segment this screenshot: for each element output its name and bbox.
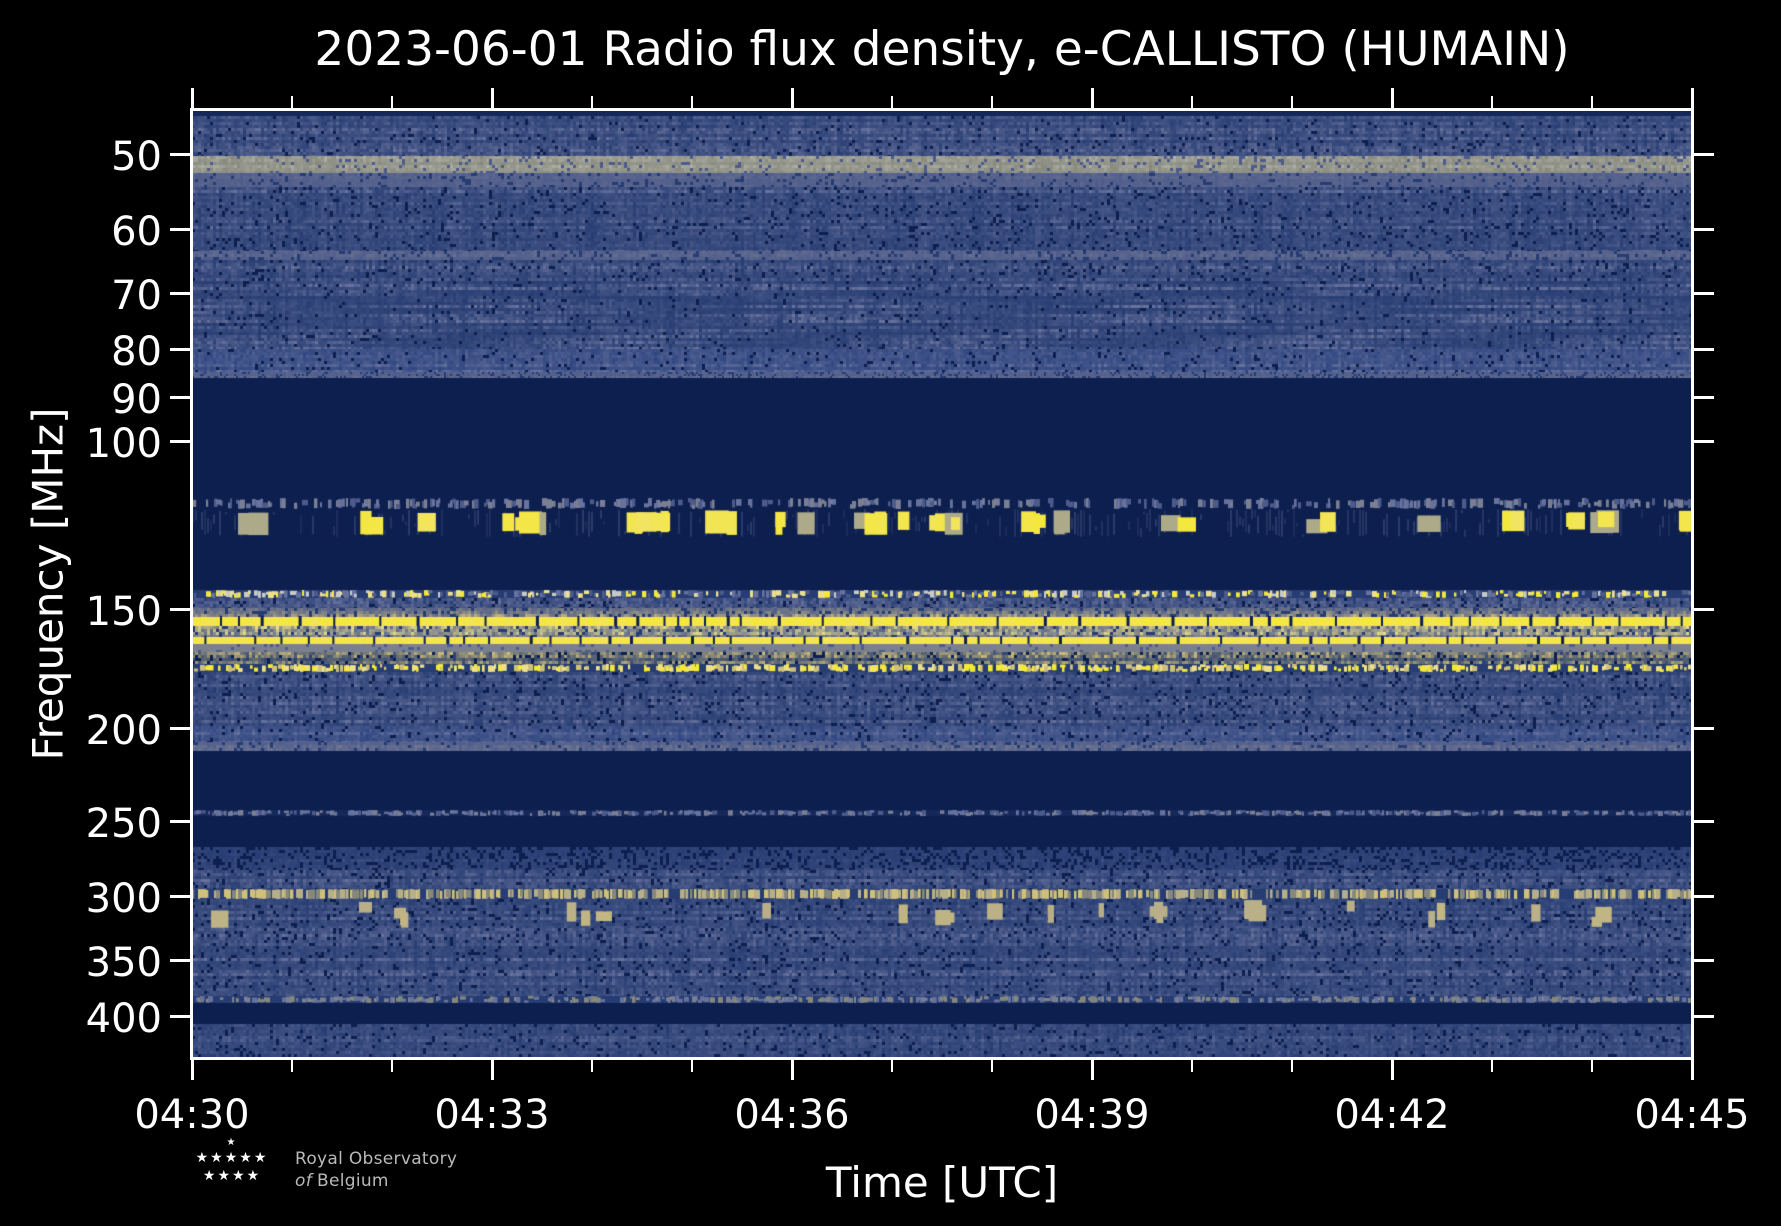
y-tick <box>1694 395 1714 399</box>
y-tick <box>1694 347 1714 351</box>
x-tick <box>291 1060 293 1072</box>
x-tick <box>991 1060 993 1072</box>
logo-star-row: ★ <box>227 1136 236 1149</box>
x-tick <box>691 1060 693 1072</box>
y-tick-label: 100 <box>85 421 162 467</box>
logo-text: Royal Observatory of Belgium <box>295 1148 457 1192</box>
star-icon: ★ <box>246 1168 260 1184</box>
y-tick <box>1694 152 1714 156</box>
logo-line2-rest: Belgium <box>317 1171 389 1192</box>
x-tick <box>1690 1060 1694 1080</box>
y-tick <box>170 726 190 730</box>
logo-stars: ★ ★ ★ ★ ★ ★ ★ ★ ★ ★ <box>183 1136 279 1185</box>
x-tick <box>891 96 893 108</box>
y-tick-label: 250 <box>85 801 162 847</box>
y-tick-label: 80 <box>111 329 162 375</box>
x-tick <box>1090 1060 1094 1080</box>
logo-star-row: ★ ★ ★ ★ ★ <box>196 1149 267 1167</box>
y-tick <box>1694 958 1714 962</box>
y-tick-label: 90 <box>111 377 162 423</box>
x-tick <box>891 1060 893 1072</box>
star-icon: ★ <box>224 1150 238 1166</box>
x-tick <box>1690 88 1694 108</box>
y-tick <box>1694 227 1714 231</box>
y-tick <box>170 347 190 351</box>
x-tick <box>1390 1060 1394 1080</box>
x-tick-label: 04:42 <box>1334 1092 1450 1138</box>
y-tick-label: 400 <box>85 996 162 1042</box>
y-tick <box>170 227 190 231</box>
x-tick <box>391 1060 393 1072</box>
x-tick <box>1591 1060 1593 1072</box>
y-tick <box>1694 607 1714 611</box>
x-tick <box>490 88 494 108</box>
star-icon: ★ <box>195 1150 209 1166</box>
y-tick <box>170 894 190 898</box>
x-tick <box>790 1060 794 1080</box>
y-tick-label: 350 <box>85 940 162 986</box>
y-tick <box>1694 819 1714 823</box>
star-icon: ★ <box>210 1150 223 1166</box>
star-icon: ★ <box>239 1150 252 1166</box>
x-tick <box>1390 88 1394 108</box>
star-icon: ★ <box>232 1168 245 1184</box>
y-tick <box>1694 894 1714 898</box>
y-tick <box>170 291 190 295</box>
star-icon: ★ <box>253 1150 267 1166</box>
x-tick <box>591 1060 593 1072</box>
x-tick <box>1191 1060 1193 1072</box>
x-tick <box>490 1060 494 1080</box>
logo-star-row: ★ ★ ★ ★ <box>203 1167 259 1185</box>
star-icon: ★ <box>226 1137 236 1148</box>
y-tick <box>170 152 190 156</box>
chart-title: 2023-06-01 Radio flux density, e-CALLIST… <box>314 22 1570 77</box>
y-tick-label: 70 <box>111 273 162 319</box>
y-tick <box>1694 291 1714 295</box>
y-tick-label: 200 <box>85 708 162 754</box>
x-tick <box>790 88 794 108</box>
y-tick <box>170 1014 190 1018</box>
spectrogram-canvas <box>192 110 1692 1058</box>
y-tick <box>170 958 190 962</box>
y-tick-label: 150 <box>85 589 162 635</box>
x-tick <box>190 88 194 108</box>
x-tick <box>991 96 993 108</box>
star-icon: ★ <box>217 1168 230 1184</box>
x-tick-label: 04:36 <box>734 1092 850 1138</box>
y-tick <box>1694 726 1714 730</box>
x-tick <box>1090 88 1094 108</box>
x-tick-label: 04:33 <box>434 1092 550 1138</box>
y-tick <box>1694 1014 1714 1018</box>
y-tick-label: 300 <box>85 876 162 922</box>
logo-line1: Royal Observatory <box>295 1149 458 1169</box>
x-tick-label: 04:45 <box>1634 1092 1750 1138</box>
x-axis-label: Time [UTC] <box>825 1158 1059 1207</box>
x-tick <box>1491 96 1493 108</box>
star-icon: ★ <box>202 1168 216 1184</box>
x-tick <box>1191 96 1193 108</box>
x-tick <box>1591 96 1593 108</box>
y-tick <box>170 439 190 443</box>
x-tick <box>591 96 593 108</box>
x-tick <box>1291 96 1293 108</box>
x-tick <box>1491 1060 1493 1072</box>
y-tick <box>170 395 190 399</box>
y-tick <box>170 607 190 611</box>
y-tick <box>170 819 190 823</box>
logo-line2-of: of <box>295 1171 312 1192</box>
x-tick-label: 04:30 <box>134 1092 250 1138</box>
rob-logo: ★ ★ ★ ★ ★ ★ ★ ★ ★ ★ Royal Observatory of Belgium <box>183 1136 457 1192</box>
y-tick-label: 60 <box>111 209 162 255</box>
y-tick <box>1694 439 1714 443</box>
x-tick <box>391 96 393 108</box>
x-tick-label: 04:39 <box>1034 1092 1150 1138</box>
logo-line2: of Belgium <box>295 1170 457 1192</box>
x-tick <box>1291 1060 1293 1072</box>
x-tick <box>291 96 293 108</box>
x-tick <box>190 1060 194 1080</box>
x-tick <box>691 96 693 108</box>
y-tick-label: 50 <box>111 134 162 180</box>
